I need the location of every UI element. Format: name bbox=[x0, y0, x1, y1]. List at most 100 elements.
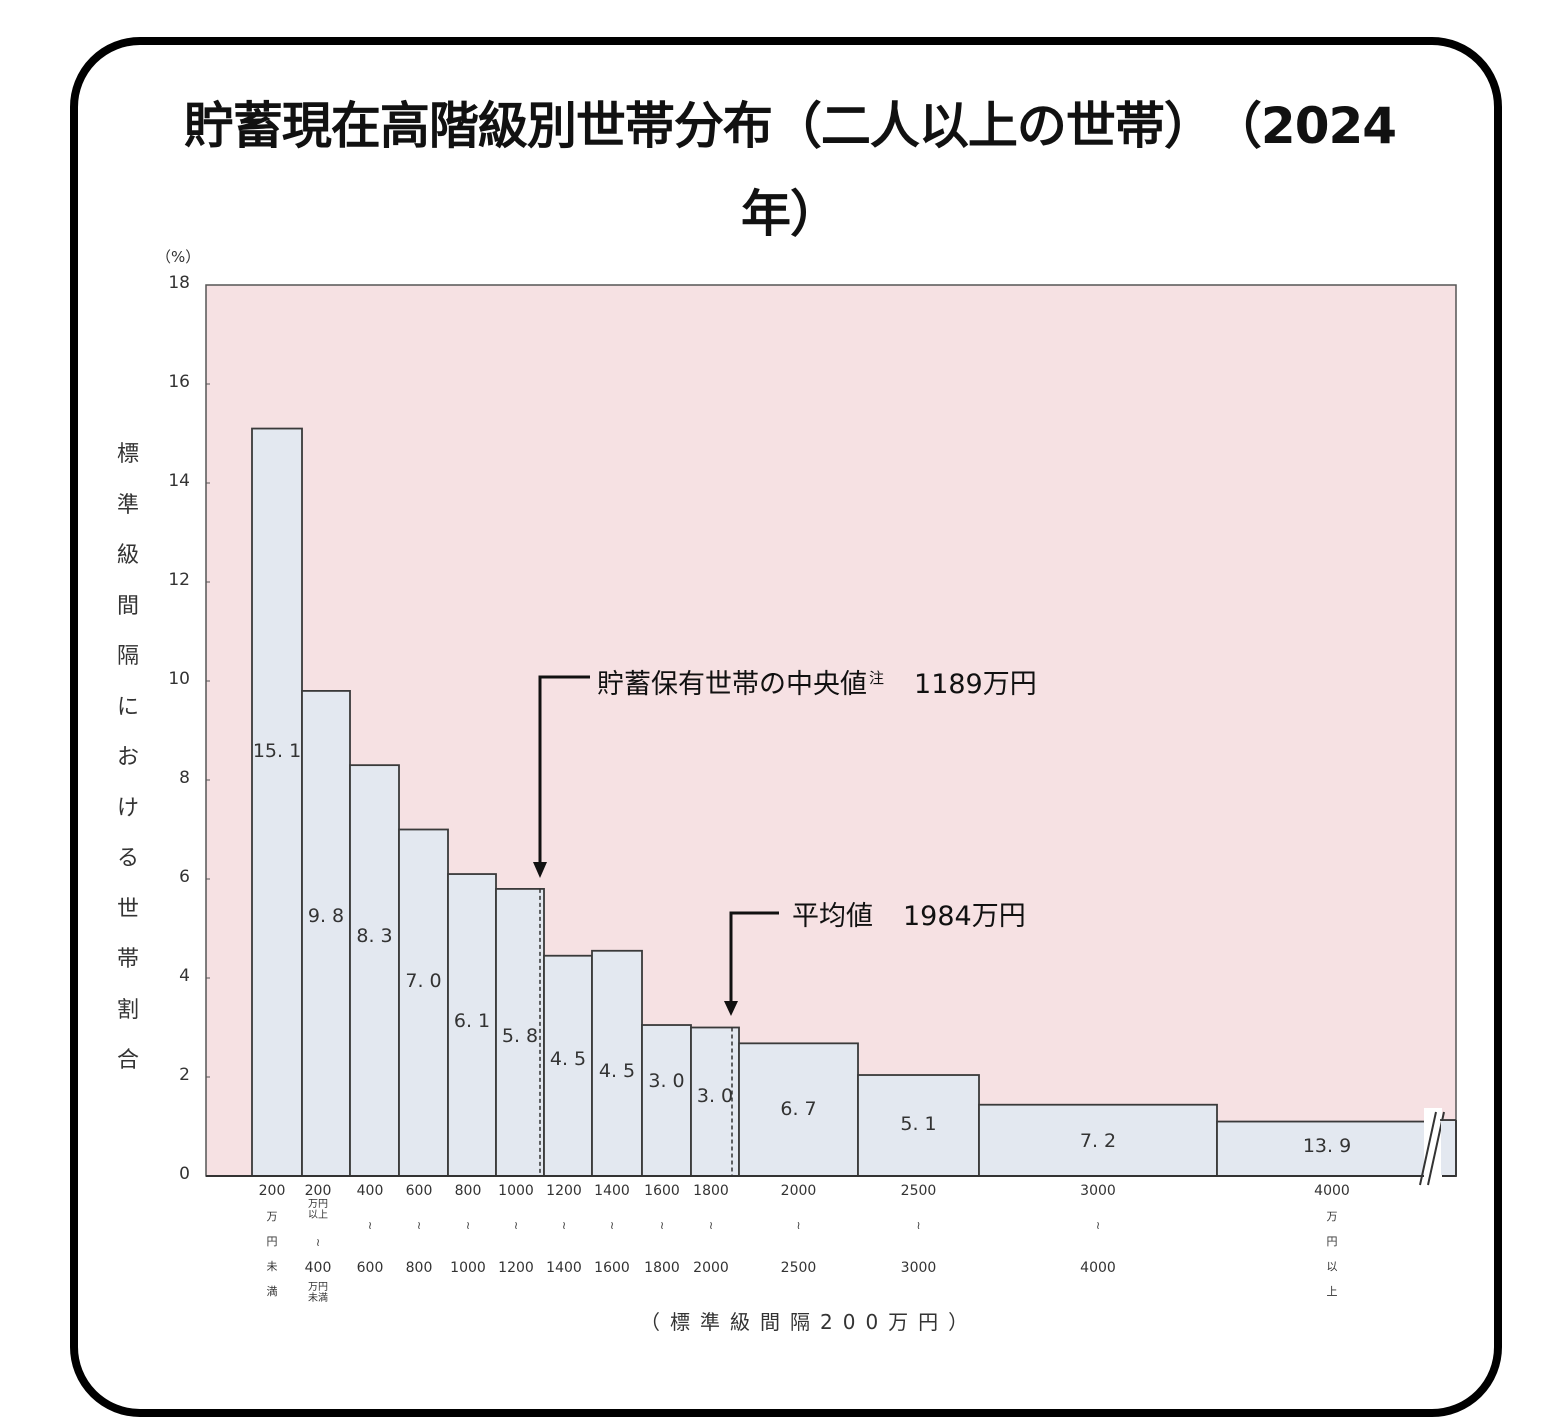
bar-value-label: 5. 8 bbox=[501, 1025, 539, 1047]
bar-value-label: 7. 2 bbox=[1079, 1130, 1117, 1152]
x-label-from: 3000 bbox=[1080, 1183, 1116, 1199]
median-arrow-line bbox=[538, 675, 590, 866]
bar-value-label: 4. 5 bbox=[549, 1048, 587, 1070]
x-axis-title: （標準級間隔200万円） bbox=[640, 1310, 979, 1334]
x-label-to: 2500 bbox=[780, 1260, 817, 1276]
x-label-sub-text: 万円 bbox=[308, 1199, 328, 1210]
plot-area bbox=[205, 284, 1457, 1186]
mean-label: 平均値 bbox=[792, 901, 873, 932]
y-unit-label: （%） bbox=[156, 248, 201, 266]
y-axis-label-char: 間 bbox=[116, 593, 139, 619]
bar-value-label: 3. 0 bbox=[648, 1070, 685, 1092]
histogram-bar bbox=[251, 427, 303, 1177]
y-axis-label-char: 合 bbox=[116, 1048, 139, 1073]
y-axis-label-char: に bbox=[116, 694, 139, 720]
y-axis-label-char: 級 bbox=[116, 543, 139, 568]
mean-arrow-line bbox=[729, 911, 779, 1005]
x-label-sub: 万円 以上 bbox=[308, 1199, 328, 1221]
y-tick-label: 6 bbox=[179, 867, 190, 887]
bar-value-label: 6. 1 bbox=[453, 1010, 491, 1032]
x-label-to: 1000 bbox=[450, 1260, 486, 1276]
x-label-unit-char: 上 bbox=[1326, 1285, 1338, 1298]
x-label-unit-char: 満 bbox=[266, 1285, 278, 1298]
x-label-tilde: ≀ bbox=[416, 1219, 422, 1232]
x-label-tilde: ≀ bbox=[561, 1219, 567, 1232]
x-label-tilde: ≀ bbox=[315, 1236, 321, 1249]
y-axis-label-char: お bbox=[116, 745, 139, 770]
x-label-to: 1600 bbox=[594, 1260, 630, 1276]
x-label-unit-char: 万 bbox=[266, 1210, 278, 1223]
y-axis-label-char: 世 bbox=[116, 896, 139, 922]
x-label-sub-text: 万円 bbox=[308, 1282, 328, 1293]
histogram-bar bbox=[398, 828, 449, 1177]
histogram-bar bbox=[641, 1024, 692, 1177]
x-label-tilde: ≀ bbox=[1095, 1219, 1101, 1232]
chart-title: 貯蓄現在高階級別世帯分布（二人以上の世帯） （2024 年） bbox=[120, 82, 1460, 258]
x-label-from: 2500 bbox=[900, 1183, 937, 1199]
bar-value-label: 3. 0 bbox=[696, 1085, 734, 1107]
x-label-tilde: ≀ bbox=[796, 1219, 801, 1232]
bar-value-label: 13. 9 bbox=[1302, 1135, 1352, 1157]
x-label-tilde: ≀ bbox=[916, 1219, 921, 1232]
histogram-bar bbox=[495, 888, 545, 1177]
y-tick-label: 16 bbox=[168, 372, 190, 392]
x-label-tilde: ≀ bbox=[465, 1219, 471, 1232]
x-label-from: 200 bbox=[258, 1183, 286, 1199]
x-label-from: 400 bbox=[356, 1183, 384, 1199]
last-bar-tail bbox=[1441, 1121, 1455, 1175]
y-tick-label: 2 bbox=[179, 1065, 190, 1085]
y-tick-label: 0 bbox=[179, 1164, 190, 1184]
x-label-from: 1800 bbox=[693, 1183, 729, 1199]
histogram-bar bbox=[447, 873, 497, 1177]
y-axis-label-char: 標 bbox=[116, 442, 139, 467]
x-label-tilde: ≀ bbox=[609, 1219, 615, 1232]
x-label-unit-char: 以 bbox=[1326, 1260, 1338, 1273]
y-tick-label: 10 bbox=[168, 669, 190, 689]
axis-break-mark bbox=[1419, 1111, 1437, 1186]
bar-value-label: 5. 1 bbox=[900, 1113, 937, 1135]
x-label-sub-text: 未満 bbox=[308, 1293, 328, 1304]
x-label-to: 400 bbox=[304, 1260, 332, 1276]
y-axis-label-char: 帯 bbox=[116, 947, 139, 972]
median-label: 貯蓄保有世帯の中央値 bbox=[597, 669, 867, 700]
bar-value-label: 7. 0 bbox=[405, 970, 442, 992]
x-label-from: 2000 bbox=[780, 1183, 817, 1199]
histogram-bar bbox=[349, 764, 400, 1177]
mean-arrowhead-icon bbox=[724, 1001, 738, 1016]
y-axis-label-char: 割 bbox=[116, 997, 139, 1023]
x-label-to: 1200 bbox=[498, 1260, 534, 1276]
histogram-bar bbox=[738, 1042, 859, 1177]
y-axis-label-char: る bbox=[116, 846, 139, 871]
y-axis-label-char: 隔 bbox=[116, 644, 139, 669]
x-label-tilde: ≀ bbox=[708, 1219, 714, 1232]
y-axis-label: 標準級間隔における世帯割合 bbox=[112, 430, 144, 1087]
x-label-to: 1800 bbox=[644, 1260, 680, 1276]
y-tick-label: 12 bbox=[168, 570, 190, 590]
median-value: 1189万円 bbox=[914, 669, 1037, 700]
x-label-tilde: ≀ bbox=[513, 1219, 519, 1232]
median-arrowhead-icon bbox=[533, 862, 547, 878]
histogram-bar bbox=[857, 1074, 980, 1177]
median-note: 注 bbox=[869, 669, 885, 687]
median-annotation: 貯蓄保有世帯の中央値注 1189万円 bbox=[597, 662, 1037, 701]
histogram-bar bbox=[301, 690, 351, 1177]
bar-value-label: 8. 3 bbox=[356, 925, 393, 947]
y-tick-label: 8 bbox=[179, 768, 190, 788]
x-label-sub-text: 以上 bbox=[308, 1210, 328, 1221]
x-label-from: 1400 bbox=[594, 1183, 630, 1199]
histogram-bar bbox=[1216, 1120, 1457, 1177]
x-label-unit-char: 円 bbox=[266, 1235, 278, 1248]
x-label-from: 800 bbox=[454, 1183, 482, 1199]
x-label-from: 1200 bbox=[546, 1183, 582, 1199]
mean-value: 1984万円 bbox=[903, 901, 1026, 932]
y-tick-label: 14 bbox=[168, 471, 190, 491]
bar-value-label: 4. 5 bbox=[598, 1060, 636, 1082]
x-label-from: 4000 bbox=[1314, 1183, 1350, 1199]
x-label-from: 200 bbox=[304, 1183, 332, 1199]
x-label-from: 1000 bbox=[498, 1183, 534, 1199]
x-label-to: 800 bbox=[405, 1260, 433, 1276]
x-label-tilde: ≀ bbox=[659, 1219, 665, 1232]
bar-value-label: 15. 1 bbox=[252, 740, 302, 762]
chart-title-line2: 年） bbox=[741, 185, 840, 243]
x-label-to: 3000 bbox=[900, 1260, 937, 1276]
